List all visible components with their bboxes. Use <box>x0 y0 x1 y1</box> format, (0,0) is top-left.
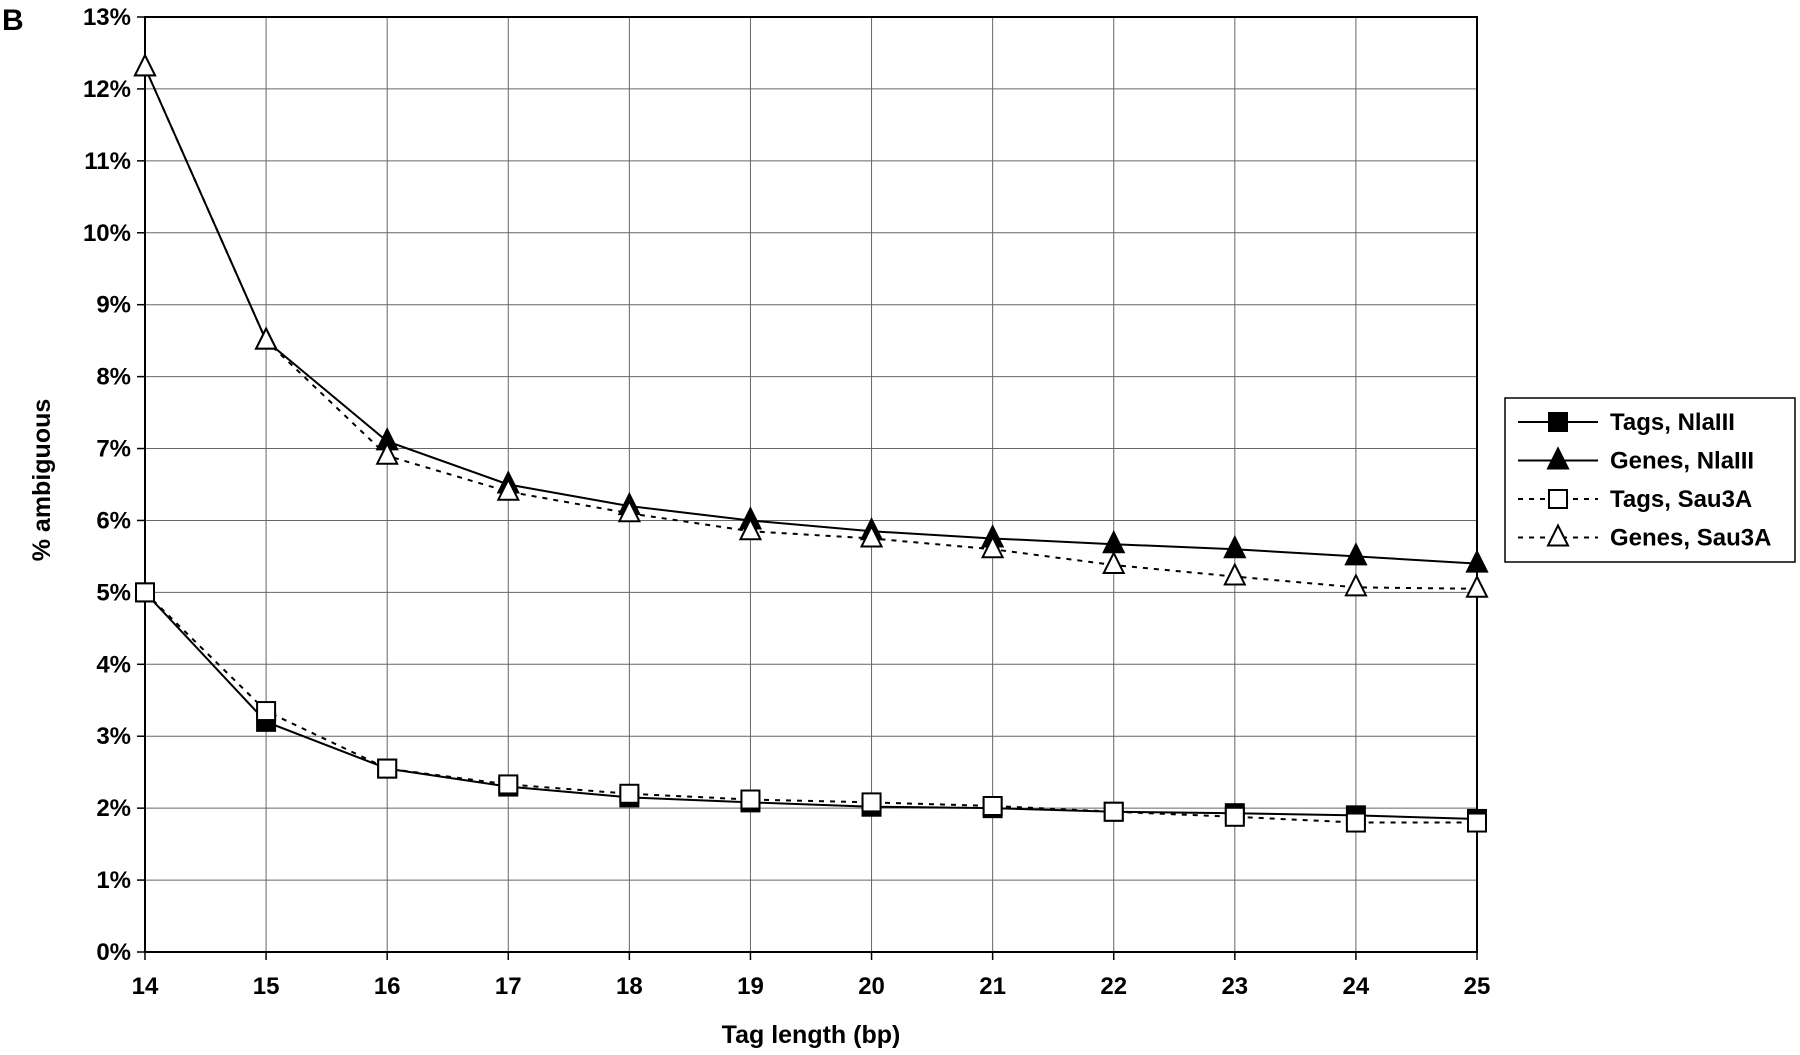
data-point <box>377 758 398 779</box>
legend-item: Tags, NlaIII <box>1518 409 1735 436</box>
y-tick-label: 9% <box>96 292 131 319</box>
data-point <box>133 53 157 77</box>
legend-item: Genes, Sau3A <box>1518 523 1771 552</box>
data-point <box>1102 550 1126 575</box>
data-point <box>1223 562 1247 586</box>
series-group <box>133 53 1489 833</box>
x-tick-label: 14 <box>132 973 159 1000</box>
data-point <box>1223 534 1247 559</box>
x-tick-label: 18 <box>616 973 643 1000</box>
y-tick-label: 6% <box>96 507 131 534</box>
data-point <box>1103 801 1124 822</box>
data-point <box>496 477 520 501</box>
x-tick-label: 15 <box>253 973 280 1000</box>
data-point <box>859 524 884 548</box>
data-point <box>1345 812 1366 833</box>
series-3 <box>133 53 1489 598</box>
y-tick-label: 10% <box>83 220 131 247</box>
x-tick-label: 25 <box>1464 973 1491 1000</box>
y-tick-label: 2% <box>96 795 131 822</box>
data-point <box>981 534 1005 559</box>
data-point <box>1102 529 1126 554</box>
x-tick-label: 21 <box>979 973 1006 1000</box>
legend-item: Tags, Sau3A <box>1518 486 1752 513</box>
legend-marker <box>1546 523 1570 547</box>
y-tick-label: 11% <box>84 148 131 175</box>
y-tick-label: 1% <box>96 867 131 894</box>
x-tick-label: 22 <box>1100 973 1127 1000</box>
data-point <box>1344 542 1368 566</box>
series-line <box>144 591 1477 824</box>
data-point <box>1344 573 1368 597</box>
series-1 <box>133 53 1489 573</box>
plot-area <box>144 16 1478 953</box>
data-point <box>375 441 399 465</box>
legend-marker <box>1548 489 1568 509</box>
series-0 <box>135 582 1487 829</box>
series-line <box>144 66 1478 590</box>
legend-item: Genes, NlaIII <box>1518 446 1754 475</box>
legend: Tags, NlaIII Genes, NlaIII Tags, Sau3A Gene… <box>1504 397 1796 563</box>
y-axis-title: % ambiguous <box>28 399 56 562</box>
data-point <box>738 517 763 541</box>
legend-marker <box>1548 412 1568 432</box>
legend-label: Tags, Sau3A <box>1610 486 1752 513</box>
x-tick-label: 17 <box>495 973 522 1000</box>
y-tick-label: 3% <box>96 723 131 750</box>
y-tick-label: 0% <box>96 939 131 966</box>
x-axis-title: Tag length (bp) <box>722 1021 901 1049</box>
legend-label: Tags, NlaIII <box>1610 409 1735 436</box>
y-axis-ticks: 0% 1% 2% 3% 4% 5% 6% 7% 8% 9% 10% 11% 12% 13% <box>83 4 145 966</box>
series-line <box>144 66 1478 565</box>
data-point <box>740 789 761 810</box>
x-tick-label: 19 <box>737 973 764 1000</box>
data-point <box>1465 574 1489 598</box>
legend-label: Genes, NlaIII <box>1610 448 1754 475</box>
y-tick-label: 4% <box>96 651 131 678</box>
y-tick-label: 13% <box>83 4 131 31</box>
data-point <box>498 774 519 795</box>
data-point <box>1224 806 1245 827</box>
data-point <box>861 792 882 813</box>
data-point <box>619 783 640 804</box>
panel-label: B <box>2 4 24 37</box>
x-axis-ticks: 14 15 16 17 18 19 20 21 22 23 24 25 <box>132 952 1491 1000</box>
data-point <box>256 701 277 722</box>
series-2 <box>135 582 1487 833</box>
y-tick-label: 7% <box>96 436 131 463</box>
x-tick-label: 23 <box>1221 973 1248 1000</box>
y-tick-label: 8% <box>96 364 131 391</box>
legend-items: Tags, NlaIII Genes, NlaIII Tags, Sau3A Gene… <box>1518 409 1771 552</box>
y-tick-label: 5% <box>96 579 131 606</box>
data-point <box>1467 812 1487 833</box>
data-point <box>982 795 1003 816</box>
x-tick-label: 24 <box>1343 973 1370 1000</box>
x-tick-label: 20 <box>858 973 885 1000</box>
data-point <box>1465 549 1489 573</box>
data-point <box>617 499 641 523</box>
legend-label: Genes, Sau3A <box>1610 525 1771 552</box>
data-point <box>135 582 155 603</box>
series-line <box>144 591 1478 820</box>
data-point <box>254 326 278 350</box>
legend-marker <box>1546 446 1570 470</box>
y-tick-label: 12% <box>83 76 131 103</box>
x-tick-label: 16 <box>374 973 401 1000</box>
grid <box>144 16 1478 953</box>
